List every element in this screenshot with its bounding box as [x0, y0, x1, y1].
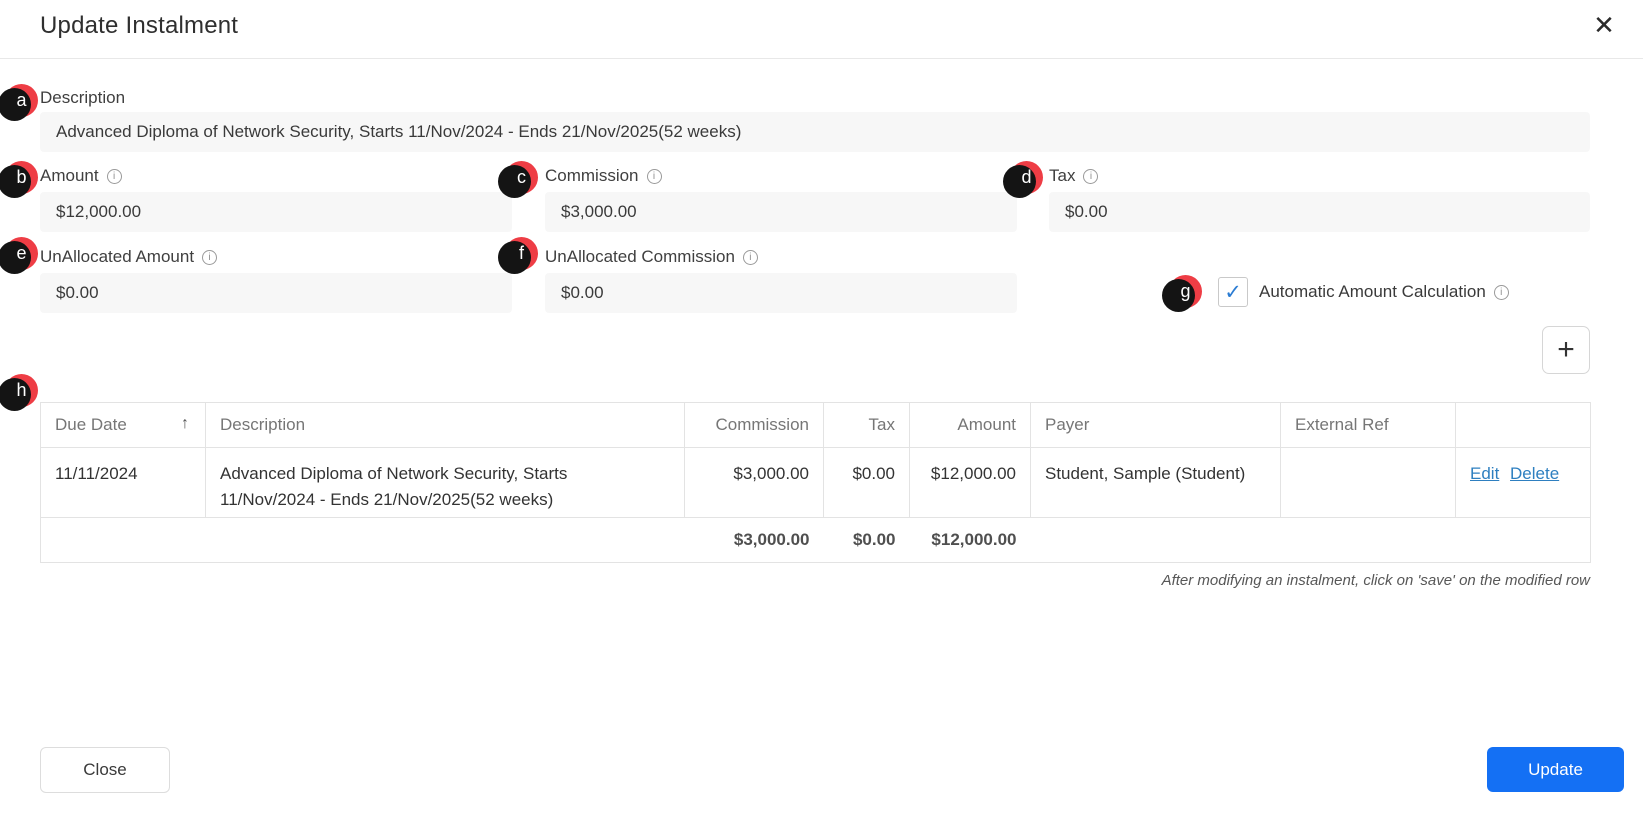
plus-icon: + [1557, 333, 1575, 366]
cell-external-ref [1280, 447, 1456, 518]
tax-field[interactable]: $0.00 [1049, 192, 1590, 232]
cell-payer: Student, Sample (Student) [1030, 447, 1281, 518]
cell-amount: $12,000.00 [909, 447, 1031, 518]
column-header-due-date[interactable]: Due Date ↑ [40, 402, 206, 448]
table-header-row: Due Date ↑ Description Commission Tax Am… [40, 402, 1591, 448]
description-label: Description [40, 88, 126, 107]
annotation-badge-e: e [0, 237, 38, 274]
annotation-badge-f: f [498, 237, 538, 274]
dialog-title: Update Instalment [40, 12, 239, 39]
column-header-tax[interactable]: Tax [823, 402, 910, 448]
total-commission: $3,000.00 [684, 517, 824, 563]
add-instalment-button[interactable]: + [1542, 326, 1590, 374]
annotation-badge-h: h [0, 374, 38, 411]
cell-actions: Edit Delete [1455, 447, 1591, 518]
column-header-amount[interactable]: Amount [909, 402, 1031, 448]
info-icon[interactable]: i [106, 168, 122, 184]
unallocated-amount-field[interactable]: $0.00 [40, 273, 512, 313]
cell-tax: $0.00 [823, 447, 910, 518]
commission-field[interactable]: $3,000.00 [545, 192, 1017, 232]
annotation-badge-c: c [498, 161, 538, 198]
amount-label: Amount i [40, 166, 122, 186]
annotation-badge-g: g [1162, 275, 1202, 312]
column-header-description[interactable]: Description [205, 402, 685, 448]
info-icon[interactable]: i [742, 249, 758, 265]
annotation-badge-d: d [1003, 161, 1043, 198]
column-header-commission[interactable]: Commission [684, 402, 824, 448]
total-amount: $12,000.00 [909, 517, 1031, 563]
commission-label: Commission i [545, 166, 662, 186]
cell-due-date: 11/11/2024 [40, 447, 206, 518]
amount-field[interactable]: $12,000.00 [40, 192, 512, 232]
column-header-payer[interactable]: Payer [1030, 402, 1281, 448]
annotation-badge-b: b [0, 161, 38, 198]
cell-commission: $3,000.00 [684, 447, 824, 518]
table-totals-row: $3,000.00 $0.00 $12,000.00 [40, 517, 1591, 563]
info-icon[interactable]: i [202, 249, 218, 265]
instalments-table: Due Date ↑ Description Commission Tax Am… [40, 402, 1591, 563]
column-header-external-ref[interactable]: External Ref [1280, 402, 1456, 448]
automatic-amount-calculation-group: ✓ Automatic Amount Calculation i [1218, 277, 1509, 307]
header-divider [0, 58, 1643, 59]
close-icon[interactable]: ✕ [1593, 10, 1615, 40]
unallocated-commission-label: UnAllocated Commission i [545, 247, 758, 267]
edit-link[interactable]: Edit [1470, 464, 1500, 483]
automatic-amount-calculation-checkbox[interactable]: ✓ [1218, 277, 1248, 307]
info-icon[interactable]: i [1083, 168, 1099, 184]
unallocated-commission-field[interactable]: $0.00 [545, 273, 1017, 313]
cell-description: Advanced Diploma of Network Security, St… [205, 447, 685, 518]
table-row: 11/11/2024 Advanced Diploma of Network S… [40, 447, 1591, 518]
close-button[interactable]: Close [40, 747, 170, 793]
update-button[interactable]: Update [1487, 747, 1624, 792]
delete-link[interactable]: Delete [1510, 464, 1560, 483]
checkmark-icon: ✓ [1224, 280, 1242, 304]
info-icon[interactable]: i [1493, 284, 1509, 300]
info-icon[interactable]: i [646, 168, 662, 184]
annotation-badge-a: a [0, 84, 38, 121]
total-tax: $0.00 [823, 517, 910, 563]
sort-ascending-icon[interactable]: ↑ [181, 415, 189, 432]
description-field[interactable]: Advanced Diploma of Network Security, St… [40, 112, 1590, 152]
unallocated-amount-label: UnAllocated Amount i [40, 247, 218, 267]
instalment-hint-note: After modifying an instalment, click on … [1161, 572, 1590, 589]
column-header-actions [1455, 402, 1591, 448]
tax-label: Tax i [1049, 166, 1099, 186]
automatic-amount-calculation-label: Automatic Amount Calculation i [1259, 282, 1509, 302]
